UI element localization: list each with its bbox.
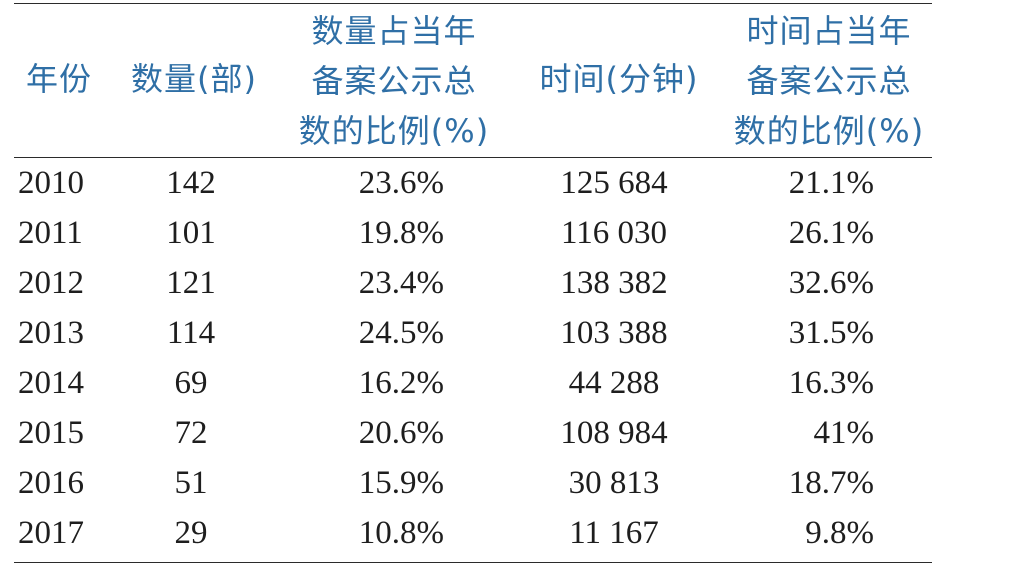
cell-time-ratio: 9.8%	[805, 515, 874, 551]
data-table: 年份 数量(部) 数量占当年 备案公示总 数的比例(%) 时间(分钟) 时间占当…	[14, 0, 932, 588]
cell-time: 108 984	[560, 415, 668, 451]
cell-time: 30 813	[568, 465, 660, 501]
cell-year: 2010	[18, 165, 84, 201]
header-time-ratio-line-2: 备案公示总	[746, 62, 912, 100]
header-time-ratio: 时间占当年 备案公示总 数的比例(%)	[719, 6, 939, 156]
cell-count: 142	[166, 165, 216, 201]
cell-count-ratio: 15.9%	[358, 465, 444, 501]
cell-count-ratio: 19.8%	[358, 215, 444, 251]
cell-count-ratio: 16.2%	[358, 365, 444, 401]
cell-count: 114	[166, 315, 216, 351]
header-count-line: 数量(部)	[131, 60, 257, 98]
cell-year: 2011	[18, 215, 83, 251]
table-row: 2010 142 23.6% 125 684 21.1%	[14, 158, 932, 208]
cell-time: 138 382	[560, 265, 668, 301]
cell-count-ratio: 24.5%	[358, 315, 444, 351]
cell-time-ratio: 26.1%	[788, 215, 874, 251]
header-count-ratio-line-2: 备案公示总	[311, 62, 477, 100]
cell-count: 101	[166, 215, 216, 251]
cell-count: 29	[174, 515, 208, 551]
cell-count: 72	[174, 415, 208, 451]
header-time: 时间(分钟)	[519, 54, 719, 104]
table-top-rule	[14, 3, 932, 4]
cell-time: 116 030	[560, 215, 668, 251]
header-rule	[14, 157, 932, 158]
table-row: 2012 121 23.4% 138 382 32.6%	[14, 258, 932, 308]
cell-count: 51	[174, 465, 208, 501]
table-row: 2011 101 19.8% 116 030 26.1%	[14, 208, 932, 258]
table-row: 2017 29 10.8% 11 167 9.8%	[14, 508, 932, 558]
cell-time: 103 388	[560, 315, 668, 351]
header-count: 数量(部)	[114, 54, 274, 104]
header-time-ratio-line-1: 时间占当年	[746, 12, 912, 50]
cell-year: 2017	[18, 515, 84, 551]
cell-time: 125 684	[560, 165, 668, 201]
cell-year: 2014	[18, 365, 84, 401]
cell-count: 69	[174, 365, 208, 401]
table-row: 2013 114 24.5% 103 388 31.5%	[14, 308, 932, 358]
table-bottom-rule	[14, 562, 932, 563]
header-count-ratio-line-1: 数量占当年	[311, 12, 477, 50]
table-row: 2015 72 20.6% 108 984 41%	[14, 408, 932, 458]
table-row: 2016 51 15.9% 30 813 18.7%	[14, 458, 932, 508]
cell-time-ratio: 41%	[813, 415, 875, 451]
header-year-line: 年份	[25, 60, 92, 98]
header-count-ratio: 数量占当年 备案公示总 数的比例(%)	[284, 6, 504, 156]
cell-time-ratio: 32.6%	[788, 265, 874, 301]
cell-time: 44 288	[568, 365, 660, 401]
header-count-ratio-line-3: 数的比例(%)	[298, 112, 490, 150]
header-time-line: 时间(分钟)	[539, 60, 699, 98]
cell-time: 11 167	[569, 515, 659, 551]
cell-count-ratio: 23.6%	[358, 165, 444, 201]
cell-count-ratio: 10.8%	[358, 515, 444, 551]
cell-year: 2015	[18, 415, 84, 451]
cell-time-ratio: 21.1%	[788, 165, 874, 201]
cell-year: 2013	[18, 315, 84, 351]
cell-count-ratio: 23.4%	[358, 265, 444, 301]
header-year: 年份	[14, 54, 104, 104]
cell-time-ratio: 18.7%	[788, 465, 874, 501]
header-time-ratio-line-3: 数的比例(%)	[733, 112, 925, 150]
cell-count: 121	[166, 265, 216, 301]
cell-time-ratio: 16.3%	[788, 365, 874, 401]
cell-time-ratio: 31.5%	[788, 315, 874, 351]
table-row: 2014 69 16.2% 44 288 16.3%	[14, 358, 932, 408]
cell-year: 2016	[18, 465, 84, 501]
cell-count-ratio: 20.6%	[358, 415, 444, 451]
cell-year: 2012	[18, 265, 84, 301]
